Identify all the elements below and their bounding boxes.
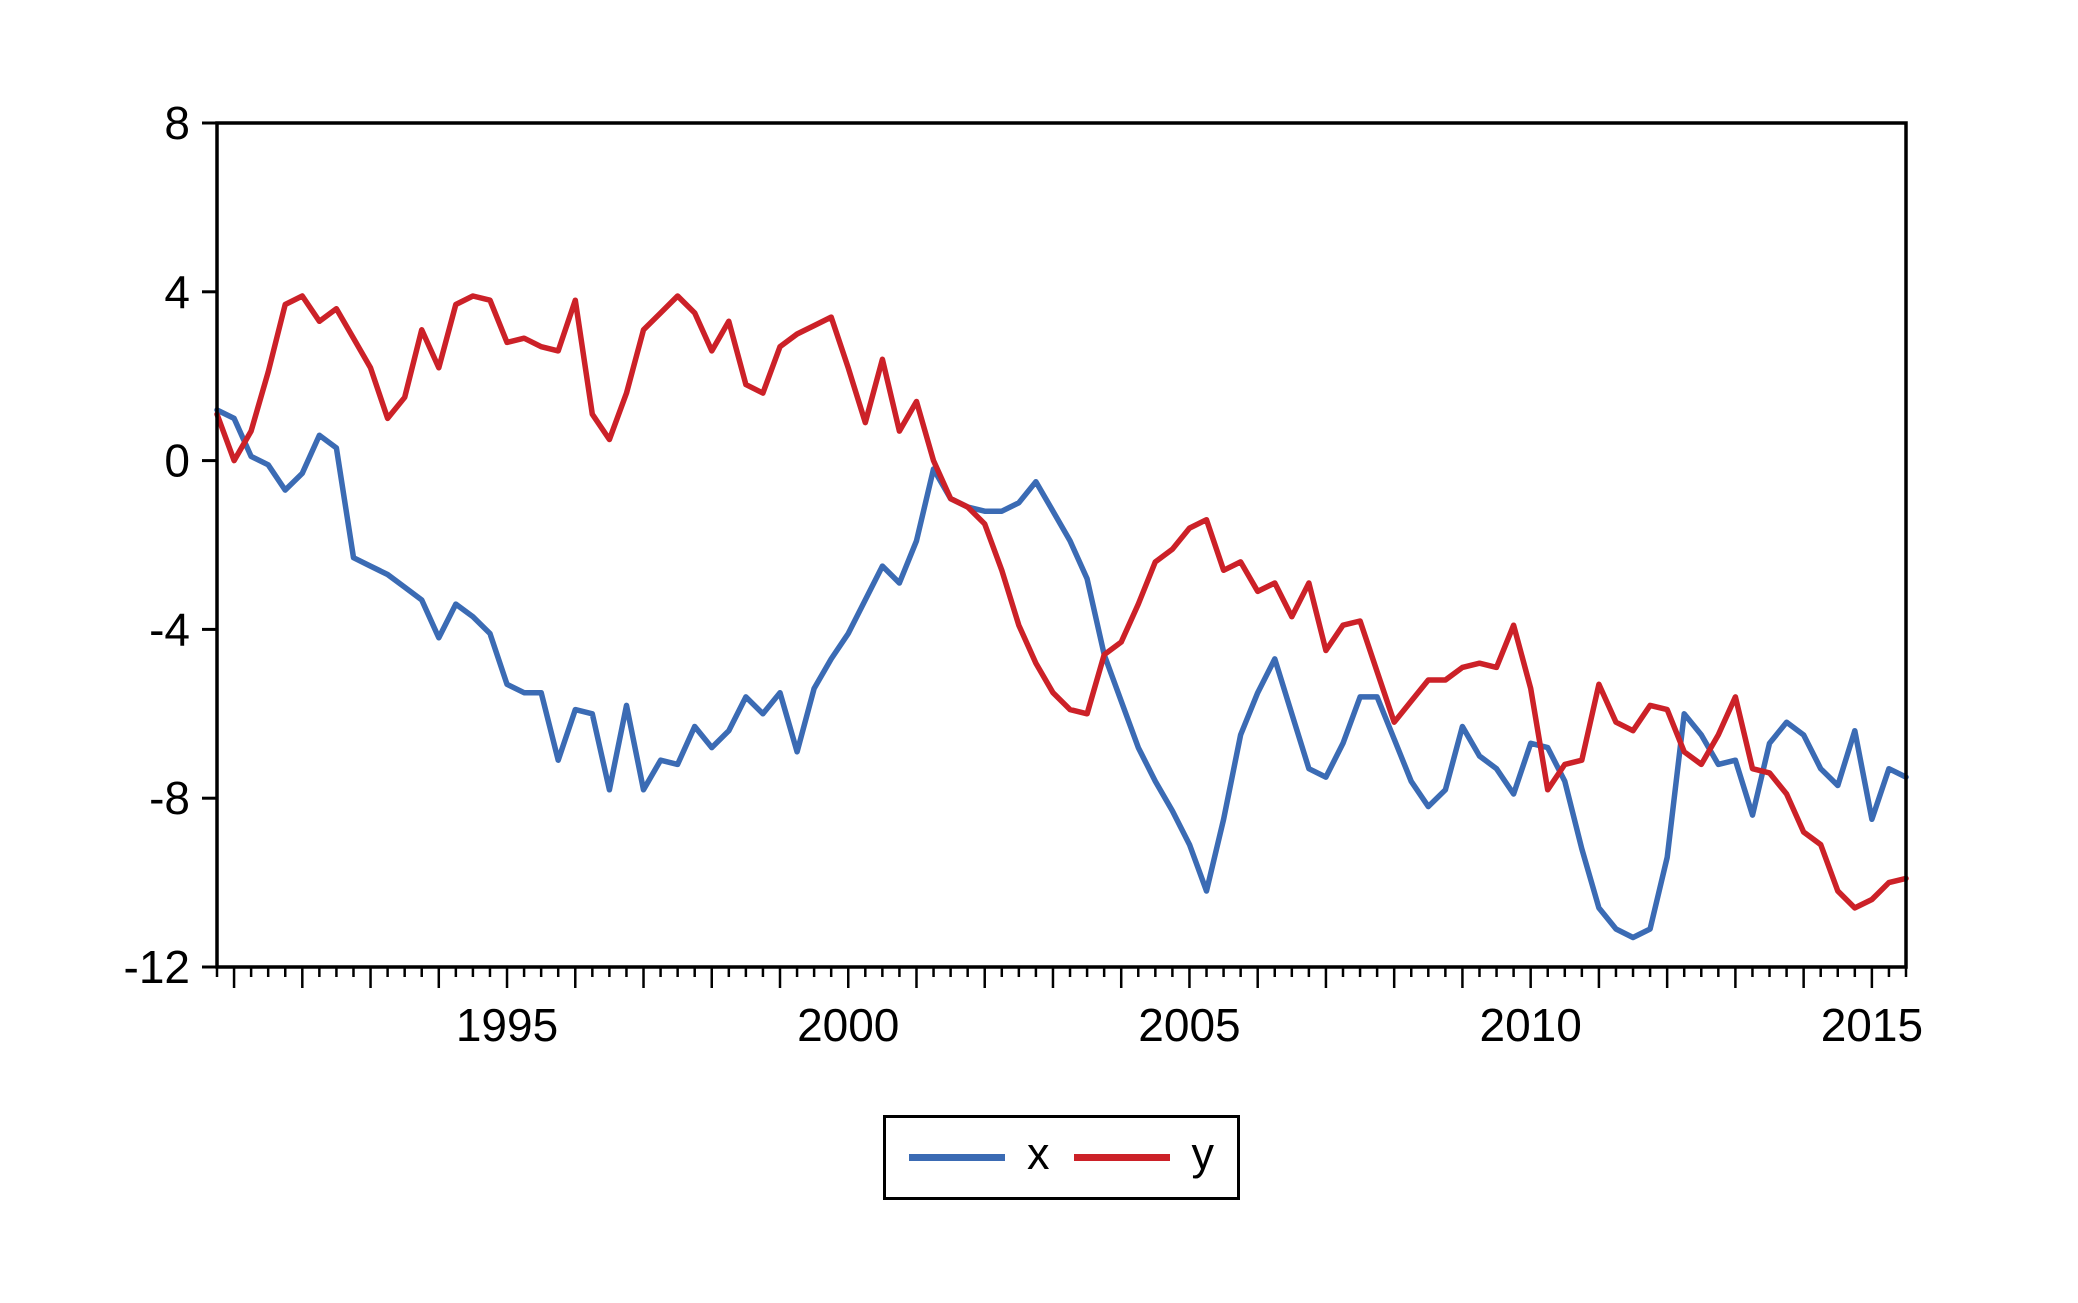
legend-label-y: y xyxy=(1191,1128,1215,1179)
series-line-y xyxy=(214,293,1909,911)
y-axis-tick-label: -4 xyxy=(149,603,190,655)
y-axis-tick-label: -8 xyxy=(149,772,190,824)
legend-item-x: x xyxy=(909,1131,1050,1180)
x-axis-tick-label: 2005 xyxy=(1138,999,1240,1051)
x-axis-tick-label: 1995 xyxy=(456,999,558,1051)
y-axis-tick-label: 0 xyxy=(164,435,190,487)
plot-border xyxy=(215,121,1908,969)
x-axis-tick-label: 2010 xyxy=(1479,999,1581,1051)
y-axis-tick-label: 4 xyxy=(164,266,190,318)
series-line-x xyxy=(214,407,1909,941)
legend-line-sample-x xyxy=(909,1154,1005,1161)
legend-label-x: x xyxy=(1027,1128,1050,1179)
x-axis-tick-label: 2000 xyxy=(797,999,899,1051)
legend-item-y: y xyxy=(1073,1131,1214,1180)
legend: x y xyxy=(883,1115,1240,1200)
x-axis-tick-label: 2015 xyxy=(1821,999,1923,1051)
y-axis-tick-label: 8 xyxy=(164,97,190,149)
legend-line-sample-y xyxy=(1073,1154,1170,1161)
y-axis-tick-label: -12 xyxy=(124,941,190,993)
